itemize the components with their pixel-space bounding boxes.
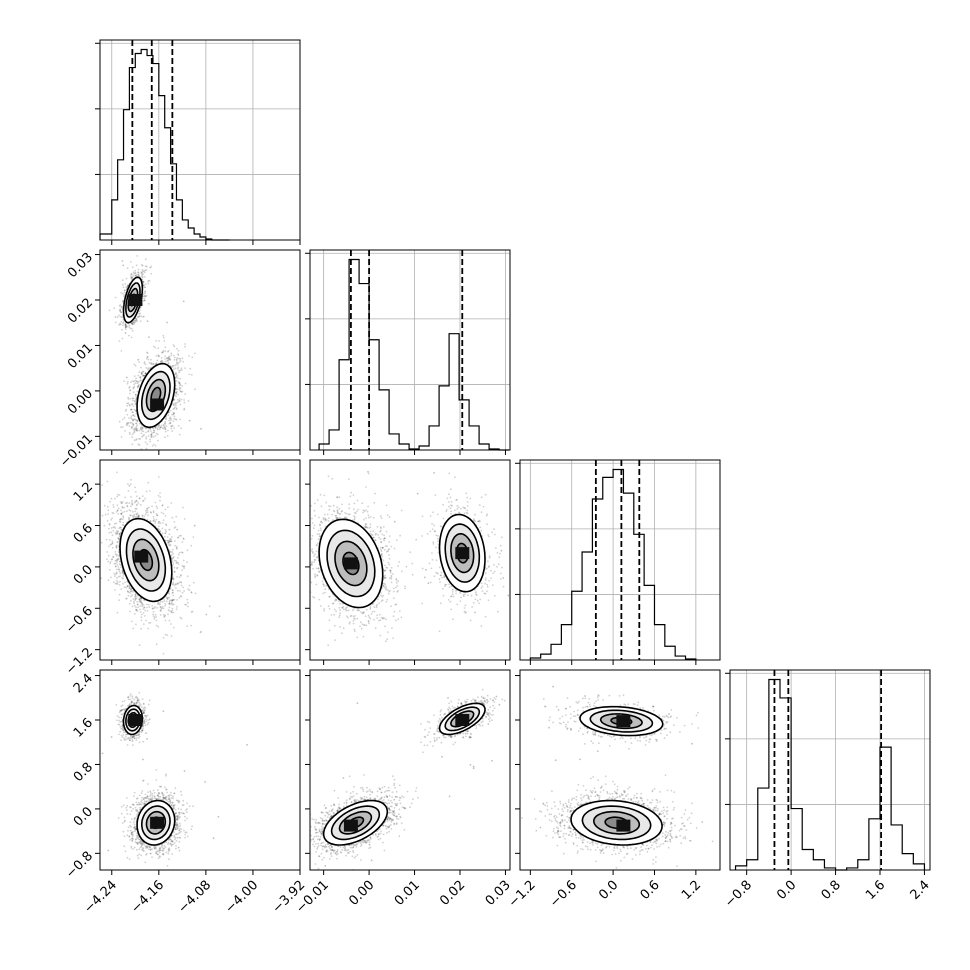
panel-frame-2-1 — [309, 459, 511, 661]
y-tick-label-3-3: 1.6 — [71, 715, 96, 740]
x-tick-label-1-1: 0.00 — [346, 878, 377, 909]
density-peak-1-0-m1 — [150, 398, 165, 411]
x-tick-label-2-3: 0.6 — [638, 878, 663, 903]
y-tick-label-2-4: 1.2 — [71, 480, 96, 505]
histogram-0 — [99, 48, 230, 241]
panel-r3-c3: −0.8 0.0 0.8 1.6 2.4 — [722, 669, 933, 911]
density-peak-2-0-m0 — [134, 550, 149, 563]
y-tick-label-1-3: 0.02 — [65, 295, 96, 326]
density-peak-2-1-m0 — [343, 557, 358, 570]
x-tick-label-3-3: 1.6 — [863, 878, 888, 903]
y-tick-label-2-1: −0.6 — [63, 604, 96, 637]
density-peak-3-1-m1 — [455, 714, 470, 726]
y-tick-label-1-4: 0.03 — [65, 250, 96, 281]
panel-frame-3-2 — [519, 669, 721, 871]
panel-r0-c0 — [95, 39, 301, 245]
histogram-2 — [529, 468, 697, 660]
y-tick-label-1-0: −0.01 — [57, 432, 96, 471]
density-3-1 — [310, 688, 506, 870]
density-peak-2-1-m1 — [455, 547, 470, 560]
density-peak-3-0-m1 — [150, 816, 165, 829]
histogram-1 — [318, 258, 510, 451]
panel-r1-c1 — [305, 249, 511, 455]
panel-r2-c1 — [305, 459, 511, 665]
panel-r1-c0: −0.01 0.00 0.01 0.02 0.03 — [57, 249, 301, 471]
x-tick-label-2-2: 0.0 — [596, 878, 621, 903]
density-2-0 — [100, 471, 221, 655]
scatter-cloud-3-2 — [521, 685, 714, 869]
panel-frame-3-3 — [729, 669, 931, 871]
y-tick-label-2-3: 0.6 — [71, 521, 96, 546]
y-tick-label-1-1: 0.00 — [65, 386, 96, 417]
panel-r2-c0: −1.2 −0.6 0.0 0.6 1.2 — [63, 459, 301, 678]
y-tick-label-2-0: −1.2 — [63, 645, 96, 678]
x-tick-label-2-4: 1.2 — [679, 878, 704, 903]
panel-frame-3-1 — [309, 669, 511, 871]
density-2-1 — [310, 471, 510, 647]
x-tick-label-2-0: −1.2 — [506, 878, 539, 911]
x-tick-label-0-3: −4.00 — [223, 878, 262, 917]
panel-frame-3-0 — [99, 669, 301, 871]
histogram-3 — [734, 678, 926, 871]
density-3-0 — [101, 692, 248, 867]
density-peak-3-1-m0 — [343, 819, 358, 832]
y-tick-label-2-2: 0.0 — [71, 562, 96, 587]
density-peak-1-0-m0 — [128, 294, 143, 306]
x-tick-label-3-4: 2.4 — [908, 878, 933, 903]
x-tick-label-3-0: −0.8 — [722, 878, 755, 911]
panel-r3-c2: −1.2 −0.6 0.0 0.6 1.2 — [506, 669, 721, 911]
panel-r3-c0: −4.24 −4.16 −4.08 −4.00 −3.92−0.80.00.81.62.… — [63, 669, 308, 917]
density-peak-3-2-m0 — [616, 715, 631, 728]
x-tick-label-1-3: 0.02 — [437, 878, 468, 909]
y-tick-label-3-0: −0.8 — [63, 849, 96, 882]
x-tick-label-0-0: −4.24 — [81, 878, 120, 917]
y-tick-label-3-2: 0.8 — [71, 760, 96, 785]
x-tick-label-2-1: −0.6 — [547, 878, 580, 911]
density-3-2 — [521, 685, 714, 869]
panel-frame-1-1 — [309, 249, 511, 451]
x-tick-label-3-2: 0.8 — [819, 878, 844, 903]
panel-frame-2-0 — [99, 459, 301, 661]
y-tick-label-3-1: 0.0 — [71, 804, 96, 829]
x-tick-label-3-1: 0.0 — [774, 878, 799, 903]
panel-frame-0-0 — [99, 39, 301, 241]
density-1-0 — [108, 255, 202, 450]
x-tick-label-0-2: −4.08 — [175, 878, 214, 917]
panel-frame-2-2 — [519, 459, 721, 661]
density-peak-3-2-m1 — [616, 819, 631, 832]
panel-r2-c2 — [515, 459, 721, 665]
density-peak-3-0-m0 — [128, 714, 143, 726]
panel-frame-1-0 — [99, 249, 301, 451]
x-tick-label-1-2: 0.01 — [392, 878, 423, 909]
x-tick-label-0-1: −4.16 — [128, 878, 167, 917]
panel-r3-c1: −0.01 0.00 0.01 0.02 0.03 — [293, 669, 514, 917]
y-tick-label-1-2: 0.01 — [65, 341, 96, 372]
